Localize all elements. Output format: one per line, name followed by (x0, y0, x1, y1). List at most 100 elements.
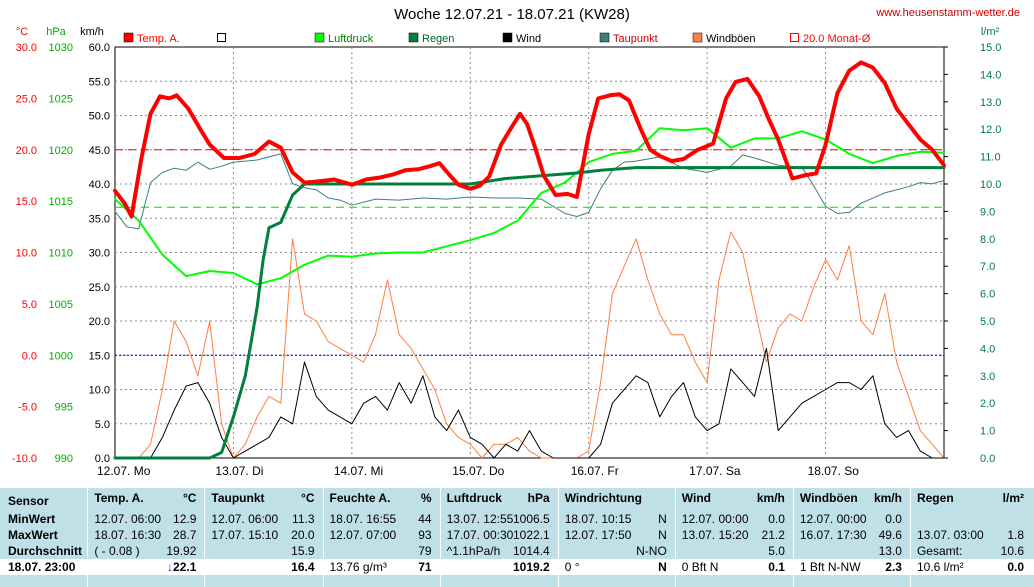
hum-max-value: 93 (418, 528, 432, 542)
wind-tick-label: 10.0 (89, 385, 110, 397)
temp-avg-value: 19.92 (166, 544, 197, 558)
wind-tick-label: 5.0 (95, 419, 110, 431)
series-regen (113, 166, 946, 460)
temp-tick-label: 5.0 (22, 299, 37, 311)
hum-current-value: 71 (418, 560, 432, 574)
x-tick-label: 12.07. Mo (97, 464, 151, 478)
dew-current-value: 16.4 (291, 560, 315, 574)
x-tick-label: 18.07. So (808, 464, 860, 478)
pressure-tick-label: 1030 (49, 42, 73, 54)
legend-label: Temp. A. (137, 33, 180, 45)
stats-panel: Sensor MinWert MaxWert Durchschnitt 18.0… (0, 488, 1034, 587)
wind-avg-value: 5.0 (768, 544, 785, 558)
pressure-tick-label: 1025 (49, 93, 73, 105)
wind-tick-label: 50.0 (89, 111, 110, 123)
pressure-tick-label: 1020 (49, 145, 73, 157)
arrow-down-icon: ↓ (167, 560, 174, 574)
row-label-max: MaxWert (8, 528, 58, 542)
rain-column: Regen l/m² 13.07. 03:00 1.8 Gesamt: 10.6 10… (910, 488, 1034, 587)
series-luftdruck (114, 127, 945, 286)
chart-series (113, 60, 946, 460)
rain-tick-label: 7.0 (980, 261, 995, 273)
dir-max-value: N (658, 528, 667, 542)
press-current-value: 1019.2 (512, 560, 550, 574)
gust-avg-value: 13.0 (878, 544, 902, 558)
wind-tick-label: 40.0 (89, 179, 110, 191)
wind-column: Wind km/h 12.07. 00:00 0.0 13.07. 15:20 21.… (675, 488, 794, 587)
rain-tick-label: 5.0 (980, 316, 995, 328)
pressure-tick-label: 1010 (49, 248, 73, 260)
wind-min-value: 0.0 (768, 512, 785, 526)
temp-max-time: 18.07. 16:30 (94, 528, 162, 542)
row-label-avg: Durchschnitt (8, 544, 83, 558)
chart-title: Woche 12.07.21 - 18.07.21 (KW28) (394, 6, 630, 23)
gust-unit: km/h (873, 491, 902, 505)
rain-tick-label: 12.0 (980, 124, 1001, 136)
humidity-column: Feuchte A.% 18.07. 16:55 44 12.07. 07:00 9… (323, 488, 441, 587)
rain-tick-label: 11.0 (980, 152, 1001, 164)
gust-title: Windböen (799, 491, 858, 505)
temp-tick-label: -10.0 (12, 453, 37, 465)
rain-tick-label: 9.0 (980, 206, 995, 218)
x-tick-label: 15.07. Do (452, 464, 504, 478)
wind-tick-label: 0.0 (95, 453, 110, 465)
press-max-value: 1022.1 (512, 528, 550, 542)
rain-tick-label: 1.0 (980, 426, 995, 438)
temp-max-value: 28.7 (173, 528, 197, 542)
row-label-current: 18.07. 23:00 (0, 559, 88, 575)
temp-tick-label: 25.0 (16, 93, 37, 105)
wind-unit-label: km/h (80, 26, 104, 38)
dew-avg-value: 15.9 (291, 544, 315, 558)
gust-max-value: 49.6 (878, 528, 902, 542)
rain-tick-label: 8.0 (980, 234, 995, 246)
pressure-tick-label: 1005 (49, 299, 73, 311)
temp-min-value: 12.9 (173, 512, 197, 526)
chart-axes: 30.0 25.0 20.0 15.0 10.0 5.0 0.0 -5.0 -10.0 1030 1… (12, 42, 1002, 478)
temp-title: Temp. A. (94, 491, 144, 505)
wind-tick-label: 35.0 (89, 213, 110, 225)
legend-swatch (314, 32, 325, 43)
wind-tick-label: 25.0 (89, 282, 110, 294)
temp-tick-label: 0.0 (22, 350, 37, 362)
temp-min-time: 12.07. 06:00 (94, 512, 162, 526)
wind-tick-label: 30.0 (89, 248, 110, 260)
temp-tick-label: -5.0 (18, 402, 37, 414)
legend-label: Regen (422, 33, 454, 45)
chart-header: °C hPa km/h l/m² Woche 12.07.21 - 18.07.21 (… (16, 6, 1020, 45)
x-tick-label: 16.07. Fr (571, 464, 619, 478)
pressure-tick-label: 1015 (49, 196, 73, 208)
gust-min-time: 12.07. 00:00 (799, 512, 867, 526)
gust-current-value: 2.3 (885, 560, 902, 574)
series-taupunkt (114, 153, 945, 230)
legend-swatch (502, 32, 513, 43)
temp-trend: ( - 0.08 ) (94, 544, 140, 558)
rain-total-value: 10.6 (1000, 544, 1025, 558)
legend-label: Taupunkt (613, 33, 658, 45)
pressure-tick-label: 1000 (49, 350, 73, 362)
temp-tick-label: 10.0 (16, 248, 37, 260)
wind-current-value: 0.1 (768, 560, 785, 574)
gust-column: Windböen km/h 12.07. 00:00 0.0 16.07. 17:3… (793, 488, 911, 587)
rain-max-time: 13.07. 03:00 (916, 528, 984, 542)
hum-max-time: 12.07. 07:00 (329, 528, 397, 542)
rain-title: Regen (916, 491, 954, 505)
temp-tick-label: 15.0 (16, 196, 37, 208)
wind-tick-label: 15.0 (89, 350, 110, 362)
temp-column: Temp. A. °C 12.07. 06:00 12.9 18.07. 16:30… (88, 488, 206, 587)
temp-current-value: 22.1 (173, 560, 197, 574)
reference-lines (115, 149, 944, 356)
pressure-column: Luftdruck hPa 13.07. 12:55 1006.5 17.07. 0… (440, 488, 559, 587)
legend-swatch (599, 32, 610, 43)
winddir-column: Windrichtung 18.07. 10:15 N 12.07. 17:50 N… (558, 488, 676, 587)
temp-unit: °C (182, 491, 197, 505)
legend-swatch (217, 33, 226, 42)
row-label-min: MinWert (8, 512, 56, 526)
legend-label: Luftdruck (328, 33, 374, 45)
legend-label: Wind (516, 33, 541, 45)
dewpoint-column: Taupunkt °C 12.07. 06:00 11.3 17.07. 15:10… (205, 488, 324, 587)
dew-max-value: 20.0 (291, 528, 315, 542)
press-min-value: 1006.5 (512, 512, 550, 526)
wind-max-time: 13.07. 15:20 (681, 528, 749, 542)
dir-title: Windrichtung (564, 491, 642, 505)
rain-tick-label: 4.0 (980, 343, 995, 355)
